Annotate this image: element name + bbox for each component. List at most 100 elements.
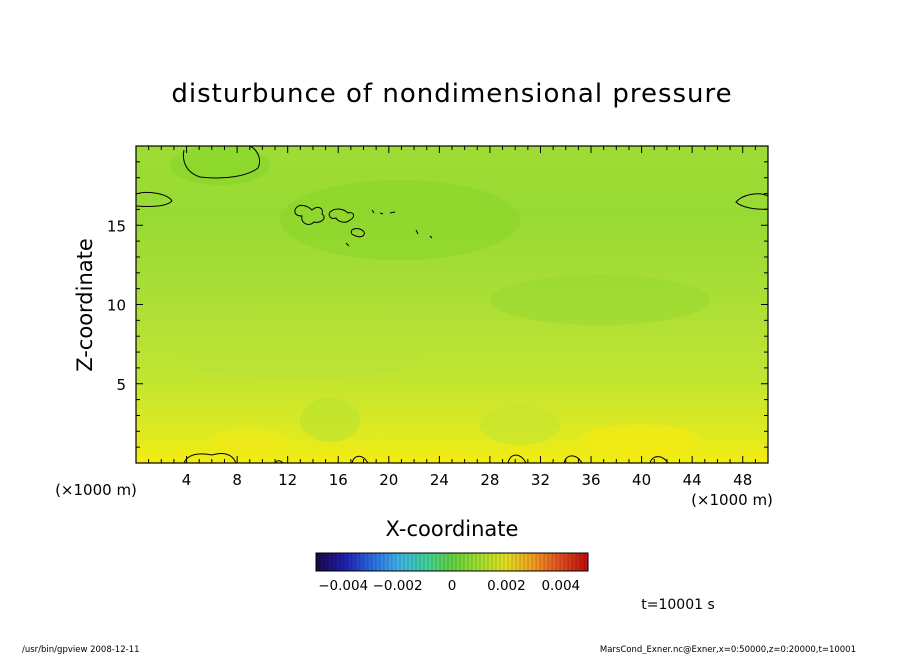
colorbar-cell bbox=[352, 553, 357, 571]
colorbar-tick-label: −0.002 bbox=[373, 578, 423, 594]
contour-line bbox=[563, 455, 583, 464]
colorbar-cell bbox=[464, 553, 469, 571]
x-tick-label: 8 bbox=[232, 471, 242, 489]
colorbar-cell bbox=[444, 553, 449, 571]
x-tick-label: 40 bbox=[632, 471, 651, 489]
colorbar-tick-label: 0.004 bbox=[541, 578, 580, 594]
footer-right: MarsCond_Exner.nc@Exner,x=0:50000,z=0:20… bbox=[600, 645, 856, 654]
contour-line bbox=[294, 204, 325, 225]
colorbar-cell bbox=[488, 553, 493, 571]
y-axis-ticks: 5 10 15 bbox=[107, 145, 768, 464]
colorbar-cell bbox=[408, 553, 413, 571]
colorbar-cell bbox=[492, 553, 497, 571]
colorbar-cell bbox=[356, 553, 361, 571]
contour-line bbox=[345, 242, 350, 247]
colorbar-cell bbox=[376, 553, 381, 571]
colorbar-cell bbox=[348, 553, 353, 571]
colorbar-cell bbox=[528, 553, 533, 571]
x-tick-label: 28 bbox=[480, 471, 499, 489]
x-axis-ticks: 4 8 12 16 20 24 28 32 36 40 44 48 bbox=[135, 146, 769, 489]
colorbar-cell bbox=[388, 553, 393, 571]
colorbar-cell bbox=[584, 553, 589, 571]
y-tick-label: 5 bbox=[116, 376, 126, 394]
time-label: t=10001 s bbox=[641, 597, 715, 613]
colorbar-cell bbox=[572, 553, 577, 571]
colorbar-cell bbox=[508, 553, 513, 571]
colorbar-labels: −0.004 −0.002 0 0.002 0.004 bbox=[318, 578, 580, 594]
colorbar-cell bbox=[540, 553, 545, 571]
colorbar-cell bbox=[416, 553, 421, 571]
colorbar-cell bbox=[552, 553, 557, 571]
colorbar-cell bbox=[372, 553, 377, 571]
x-tick-label: 24 bbox=[430, 471, 449, 489]
colorbar-cell bbox=[428, 553, 433, 571]
colorbar-cell bbox=[524, 553, 529, 571]
colorbar-cell bbox=[580, 553, 585, 571]
x-unit-left: (×1000 m) bbox=[55, 481, 137, 499]
x-tick-label: 36 bbox=[581, 471, 600, 489]
colorbar-cell bbox=[360, 553, 365, 571]
colorbar-cell bbox=[448, 553, 453, 571]
x-axis-label: X-coordinate bbox=[386, 517, 519, 541]
colorbar-cell bbox=[520, 553, 525, 571]
colorbar-cell bbox=[504, 553, 509, 571]
y-axis-label: Z-coordinate bbox=[73, 238, 97, 372]
field-patch bbox=[210, 428, 290, 452]
contour-line bbox=[351, 455, 369, 464]
colorbar-cell bbox=[320, 553, 325, 571]
contour-line bbox=[371, 209, 433, 239]
colorbar-cell bbox=[484, 553, 489, 571]
colorbar-cell bbox=[380, 553, 385, 571]
colorbar-cell bbox=[424, 553, 429, 571]
colorbar-cell bbox=[560, 553, 565, 571]
colorbar-cell bbox=[460, 553, 465, 571]
contour-line bbox=[507, 454, 527, 464]
colorbar-cell bbox=[472, 553, 477, 571]
colorbar-tick-label: 0 bbox=[448, 578, 457, 594]
colorbar-cell bbox=[480, 553, 485, 571]
colorbar-cell bbox=[432, 553, 437, 571]
field-patch bbox=[480, 405, 560, 445]
field-patch bbox=[280, 180, 520, 260]
y-tick-label: 10 bbox=[107, 297, 126, 315]
colorbar-cell bbox=[316, 553, 321, 571]
contour-lines bbox=[135, 145, 769, 464]
colorbar-cell bbox=[364, 553, 369, 571]
colorbar-cell bbox=[500, 553, 505, 571]
colorbar-cell bbox=[532, 553, 537, 571]
contour-line bbox=[135, 191, 173, 207]
x-unit-right: (×1000 m) bbox=[691, 491, 773, 509]
footer-left: /usr/bin/gpview 2008-12-11 bbox=[22, 645, 140, 654]
colorbar-cell bbox=[324, 553, 329, 571]
colorbar-cell bbox=[568, 553, 573, 571]
colorbar-cell bbox=[476, 553, 481, 571]
x-tick-label: 20 bbox=[379, 471, 398, 489]
colorbar-cell bbox=[340, 553, 345, 571]
colorbar-cell bbox=[420, 553, 425, 571]
contour-line bbox=[183, 453, 237, 464]
colorbar-cell bbox=[344, 553, 349, 571]
colorbar-cell bbox=[496, 553, 501, 571]
colorbar-cell bbox=[536, 553, 541, 571]
colorbar-tick-label: −0.004 bbox=[318, 578, 368, 594]
colorbar-cell bbox=[392, 553, 397, 571]
field-patch bbox=[180, 342, 420, 378]
field-patch bbox=[580, 424, 700, 456]
x-tick-label: 16 bbox=[329, 471, 348, 489]
colorbar-cell bbox=[336, 553, 341, 571]
x-tick-label: 4 bbox=[182, 471, 192, 489]
x-tick-label: 48 bbox=[733, 471, 752, 489]
colorbar-cell bbox=[576, 553, 581, 571]
colorbar-cell bbox=[436, 553, 441, 571]
colorbar-cell bbox=[412, 553, 417, 571]
contour-line bbox=[735, 193, 769, 210]
colorbar-cell bbox=[556, 553, 561, 571]
colorbar-cell bbox=[368, 553, 373, 571]
colorbar-cell bbox=[512, 553, 517, 571]
chart-title: disturbunce of nondimensional pressure bbox=[171, 79, 732, 109]
colorbar-cell bbox=[468, 553, 473, 571]
colorbar-cell bbox=[440, 553, 445, 571]
colorbar-cell bbox=[452, 553, 457, 571]
